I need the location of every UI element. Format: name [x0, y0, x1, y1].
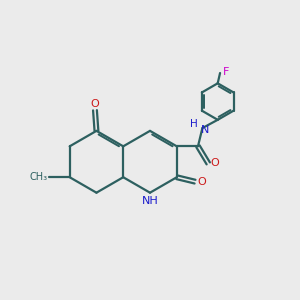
Text: F: F	[223, 67, 229, 76]
Text: CH₃: CH₃	[30, 172, 48, 182]
Text: O: O	[211, 158, 219, 168]
Text: O: O	[91, 99, 99, 109]
Text: N: N	[201, 124, 209, 134]
Text: NH: NH	[142, 196, 158, 206]
Text: O: O	[197, 177, 206, 187]
Text: H: H	[190, 118, 198, 129]
